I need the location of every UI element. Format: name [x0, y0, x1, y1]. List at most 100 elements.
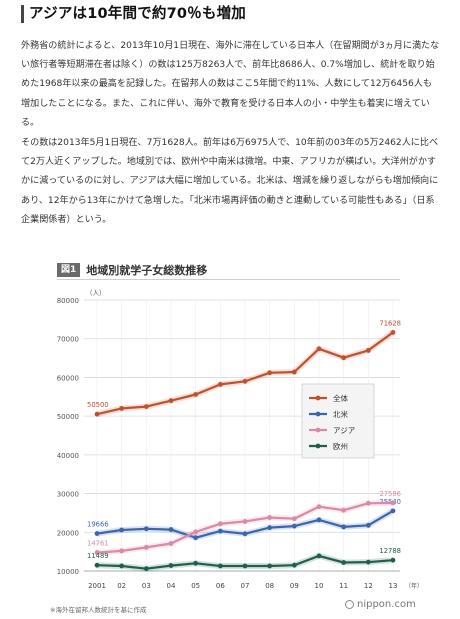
- data-point: [193, 535, 199, 541]
- data-point: [217, 381, 223, 387]
- data-point: [217, 563, 223, 569]
- data-point: [94, 411, 100, 417]
- figure-footnote: ※海外在留邦人数統計を基に作成: [50, 606, 147, 614]
- data-point: [143, 544, 149, 550]
- y-tick-label: 50000: [57, 413, 79, 421]
- data-point: [390, 330, 396, 335]
- data-point: [217, 521, 223, 527]
- data-point: [119, 548, 125, 554]
- data-label: 27586: [379, 490, 401, 498]
- x-tick-label: 11: [339, 582, 348, 590]
- data-point: [94, 550, 100, 555]
- legend-marker: [315, 395, 321, 401]
- data-point: [341, 507, 347, 513]
- data-point: [291, 369, 297, 375]
- x-tick-label: 13: [389, 582, 398, 590]
- data-point: [242, 519, 248, 524]
- data-point: [316, 346, 322, 352]
- data-point: [267, 525, 273, 531]
- data-point: [267, 563, 273, 569]
- data-point: [168, 527, 174, 532]
- article-paragraph-2: その数は2013年5月1日現在、7万1628人。前年は6万6975人で、10年前…: [21, 138, 439, 225]
- data-point: [267, 370, 273, 376]
- y-tick-label: 70000: [57, 336, 79, 344]
- y-axis-unit: （人）: [86, 289, 106, 297]
- x-tick-label: 04: [167, 582, 176, 590]
- data-point: [341, 560, 347, 565]
- legend-marker: [315, 443, 321, 449]
- figure-divider: [57, 279, 400, 280]
- data-point: [242, 531, 248, 537]
- y-tick-label: 80000: [57, 297, 79, 305]
- x-tick-label: 02: [117, 582, 126, 590]
- data-point: [94, 531, 100, 536]
- data-point: [119, 563, 125, 569]
- data-point: [119, 527, 125, 533]
- x-tick-label: 09: [290, 582, 299, 590]
- data-label: 12788: [379, 547, 401, 555]
- data-point: [291, 516, 297, 522]
- data-point: [267, 515, 273, 520]
- figure-badge: 図1: [57, 263, 81, 277]
- legend-label: 全体: [333, 393, 348, 403]
- data-label: 14761: [87, 540, 109, 548]
- data-point: [168, 398, 174, 404]
- data-point: [143, 526, 149, 532]
- data-label: 25540: [379, 498, 401, 506]
- x-tick-label: 12: [364, 582, 373, 590]
- x-tick-label: 05: [191, 582, 200, 590]
- x-axis-unit: （年）: [405, 582, 423, 590]
- legend-label: アジア: [333, 426, 355, 435]
- brand-logo: nippon.com: [345, 599, 416, 610]
- data-point: [365, 348, 371, 353]
- data-point: [316, 553, 322, 559]
- data-point: [291, 562, 297, 568]
- data-point: [193, 392, 199, 397]
- data-point: [168, 541, 174, 546]
- data-point: [193, 560, 199, 566]
- figure-header: 図1 地域別就学子女総数推移: [57, 262, 207, 278]
- data-label: 71628: [379, 319, 401, 327]
- data-point: [242, 378, 248, 384]
- x-tick-label: 08: [265, 582, 274, 590]
- data-label: 50500: [87, 401, 109, 409]
- x-tick-label: 07: [241, 582, 250, 590]
- brand-circle-icon: [345, 600, 354, 609]
- article-headline: アジアは10年間で約70％も増加: [21, 5, 246, 23]
- x-tick-label: 10: [315, 582, 324, 590]
- brand-name: nippon.com: [357, 599, 416, 610]
- data-point: [119, 406, 125, 411]
- figure-title: 地域別就学子女総数推移: [86, 264, 208, 277]
- data-point: [390, 500, 396, 506]
- data-point: [341, 524, 347, 530]
- data-point: [193, 529, 199, 535]
- data-point: [217, 528, 223, 534]
- data-point: [365, 522, 371, 528]
- y-tick-label: 60000: [57, 374, 79, 382]
- legend-marker: [315, 411, 321, 417]
- data-point: [365, 500, 371, 506]
- y-tick-label: 30000: [57, 491, 79, 499]
- legend-label: 北米: [333, 409, 348, 419]
- data-point: [94, 562, 100, 568]
- data-point: [143, 404, 149, 410]
- data-point: [168, 563, 174, 568]
- y-tick-label: 20000: [57, 529, 79, 537]
- data-point: [341, 355, 347, 361]
- legend-marker: [315, 427, 321, 433]
- data-point: [291, 523, 297, 529]
- x-tick-label: 03: [142, 582, 151, 590]
- data-point: [143, 566, 149, 572]
- y-tick-label: 40000: [57, 452, 79, 460]
- y-tick-label: 10000: [57, 568, 79, 576]
- data-point: [242, 563, 248, 569]
- data-point: [316, 504, 322, 510]
- article-paragraph-1: 外務省の統計によると、2013年10月1日現在、海外に滞在している日本人（在留期…: [21, 41, 440, 128]
- data-label: 19666: [87, 521, 109, 529]
- data-label: 11489: [87, 552, 109, 560]
- x-tick-label: 06: [216, 582, 225, 590]
- data-point: [390, 508, 396, 514]
- data-point: [390, 557, 396, 563]
- x-tick-label: 2001: [88, 582, 106, 590]
- data-point: [316, 517, 322, 523]
